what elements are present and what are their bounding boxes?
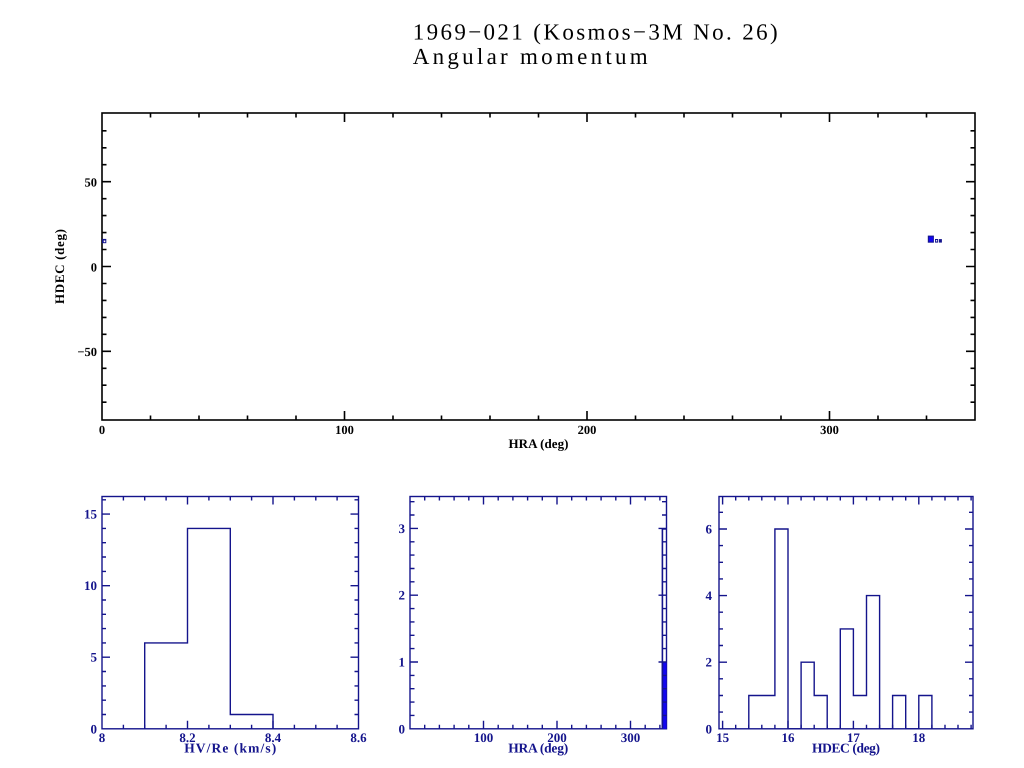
- svg-text:0: 0: [91, 260, 97, 274]
- svg-text:10: 10: [84, 578, 97, 593]
- svg-text:8.6: 8.6: [350, 730, 367, 745]
- svg-text:1: 1: [399, 655, 406, 670]
- svg-text:300: 300: [820, 423, 839, 437]
- svg-text:6: 6: [706, 522, 713, 537]
- svg-text:18: 18: [912, 730, 926, 745]
- svg-text:HDEC (deg): HDEC (deg): [812, 741, 880, 756]
- svg-text:16: 16: [782, 730, 796, 745]
- svg-text:HV/Re (km/s): HV/Re (km/s): [184, 741, 276, 756]
- svg-text:3: 3: [399, 521, 406, 536]
- svg-text:17: 17: [847, 730, 861, 745]
- svg-text:15: 15: [84, 507, 98, 522]
- svg-text:2: 2: [399, 588, 406, 603]
- svg-text:0: 0: [399, 721, 406, 736]
- svg-text:5: 5: [91, 650, 98, 665]
- svg-text:1969−021 (Kosmos−3M No. 26): 1969−021 (Kosmos−3M No. 26): [413, 20, 778, 45]
- svg-text:HDEC (deg): HDEC (deg): [52, 229, 67, 304]
- svg-text:15: 15: [716, 730, 730, 745]
- svg-text:50: 50: [85, 176, 98, 190]
- svg-text:Angular momentum: Angular momentum: [413, 44, 648, 69]
- svg-text:8.2: 8.2: [179, 730, 195, 745]
- svg-text:HRA (deg): HRA (deg): [509, 436, 569, 451]
- svg-text:4: 4: [706, 588, 713, 603]
- svg-text:HRA (deg): HRA (deg): [508, 741, 568, 756]
- svg-text:100: 100: [474, 730, 494, 745]
- svg-text:0: 0: [91, 721, 98, 736]
- svg-text:8: 8: [99, 730, 106, 745]
- svg-text:0: 0: [99, 423, 105, 437]
- svg-text:2: 2: [706, 655, 713, 670]
- svg-text:8.4: 8.4: [265, 730, 282, 745]
- svg-text:200: 200: [578, 423, 597, 437]
- svg-text:−50: −50: [77, 345, 97, 359]
- svg-text:100: 100: [335, 423, 354, 437]
- svg-text:300: 300: [621, 730, 641, 745]
- svg-text:200: 200: [547, 730, 567, 745]
- svg-text:0: 0: [706, 721, 713, 736]
